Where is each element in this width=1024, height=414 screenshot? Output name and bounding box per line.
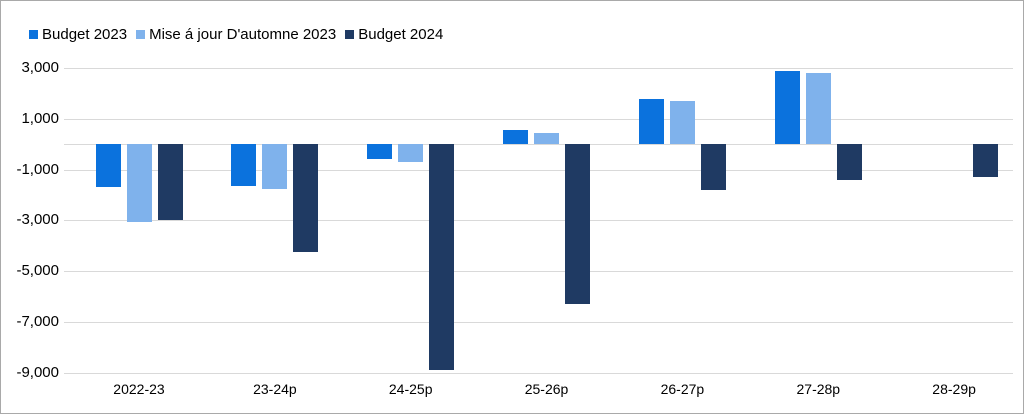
bar: [669, 101, 695, 145]
legend-item: Budget 2023: [29, 26, 127, 43]
x-axis-tick-label: 23-24p: [253, 381, 297, 397]
legend: Budget 2023 Mise á jour D'automne 2023 Bud…: [29, 26, 443, 43]
bar: [972, 144, 998, 178]
gridline: [64, 271, 1013, 273]
legend-label: Mise á jour D'automne 2023: [149, 26, 337, 43]
bar: [638, 98, 664, 145]
bar: [774, 70, 800, 145]
legend-swatch-icon: [136, 30, 146, 39]
bar: [565, 144, 590, 304]
y-axis-tick-label: -1,000: [16, 160, 59, 178]
bar: [805, 73, 831, 145]
gridline: [64, 68, 1013, 70]
legend-item: Mise á jour D'automne 2023: [136, 26, 336, 43]
bar: [836, 144, 862, 180]
gridline: [64, 144, 1013, 146]
legend-swatch-icon: [345, 30, 355, 39]
gridline: [64, 169, 1013, 171]
gridline: [64, 220, 1013, 222]
gridline: [64, 372, 1013, 374]
bar: [700, 144, 726, 190]
y-axis-tick-label: 1,000: [21, 109, 59, 127]
gridline: [64, 321, 1013, 323]
x-axis-tick-label: 27-28p: [796, 381, 841, 397]
bar: [126, 144, 152, 222]
y-axis-tick-label: -7,000: [16, 312, 59, 330]
y-axis-tick-label: 3,000: [21, 59, 59, 77]
bar: [95, 144, 121, 188]
bar: [157, 144, 183, 221]
bar: [503, 130, 528, 145]
bar: [231, 144, 257, 187]
bar: [534, 132, 559, 145]
legend-label: Budget 2023: [42, 26, 128, 43]
bar: [429, 144, 455, 370]
x-axis-tick-label: 25-26p: [524, 381, 569, 397]
x-axis-tick-label: 26-27p: [660, 381, 705, 397]
gridline: [64, 118, 1013, 120]
x-axis-tick-label: 2022-23: [113, 381, 165, 397]
y-axis-tick-label: -3,000: [16, 211, 59, 229]
legend-swatch-icon: [29, 30, 38, 39]
legend-label: Budget 2024: [358, 26, 444, 43]
bar: [293, 144, 319, 253]
bar: [367, 144, 393, 160]
y-axis-tick-label: -5,000: [16, 262, 59, 280]
y-axis-tick-label: -9,000: [16, 363, 59, 381]
x-axis-tick-label: 24-25p: [388, 381, 433, 397]
legend-item: Budget 2024: [345, 26, 443, 43]
bar: [262, 144, 288, 189]
bar: [398, 144, 424, 162]
x-axis-tick-label: 28-29p: [932, 381, 976, 397]
